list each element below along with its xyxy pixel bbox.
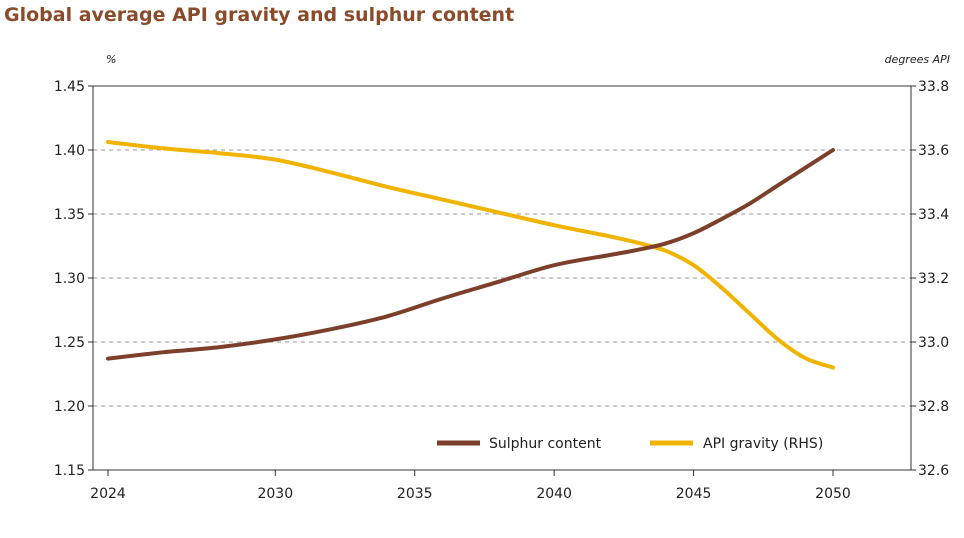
api-gravity-line (106, 140, 835, 370)
x-tick-label: 2035 (397, 486, 433, 502)
right-tick-label: 32.8 (918, 399, 949, 415)
right-tick-label: 32.6 (918, 463, 949, 479)
legend-item-sulphur-label: Sulphur content (489, 436, 602, 452)
right-tick-label: 33.6 (918, 143, 949, 159)
left-tick-label: 1.15 (54, 463, 85, 479)
legend-item-api-gravity-label: API gravity (RHS) (703, 436, 823, 452)
left-tick-label: 1.45 (54, 79, 85, 95)
right-axis-unit: degrees API (885, 53, 950, 66)
x-tick-label: 2030 (257, 486, 293, 502)
x-tick-label: 2024 (90, 486, 126, 502)
gridlines (93, 85, 911, 407)
chart-title: Global average API gravity and sulphur c… (4, 4, 515, 26)
left-tick-label: 1.20 (54, 399, 85, 415)
series-lines (106, 140, 835, 370)
left-tick-label: 1.30 (54, 271, 85, 287)
right-tick-label: 33.2 (918, 271, 949, 287)
x-tick-label: 2050 (815, 486, 851, 502)
legend: Sulphur content API gravity (RHS) (437, 436, 823, 452)
left-axis-ticks: 1.45 1.40 1.35 1.30 1.25 1.20 1.15 (54, 79, 93, 479)
right-tick-label: 33.4 (918, 207, 949, 223)
right-tick-label: 33.0 (918, 335, 949, 351)
right-tick-label: 33.8 (918, 79, 949, 95)
left-axis-unit: % (106, 53, 116, 66)
x-tick-label: 2045 (676, 486, 712, 502)
left-tick-label: 1.35 (54, 207, 85, 223)
x-axis-ticks: 2024 2030 2035 2040 2045 2050 (90, 470, 851, 502)
right-axis-ticks: 33.8 33.6 33.4 33.2 33.0 32.8 32.6 (911, 79, 949, 479)
sulphur-content-line (106, 148, 835, 361)
left-tick-label: 1.40 (54, 143, 85, 159)
left-tick-label: 1.25 (54, 335, 85, 351)
x-tick-label: 2040 (536, 486, 572, 502)
